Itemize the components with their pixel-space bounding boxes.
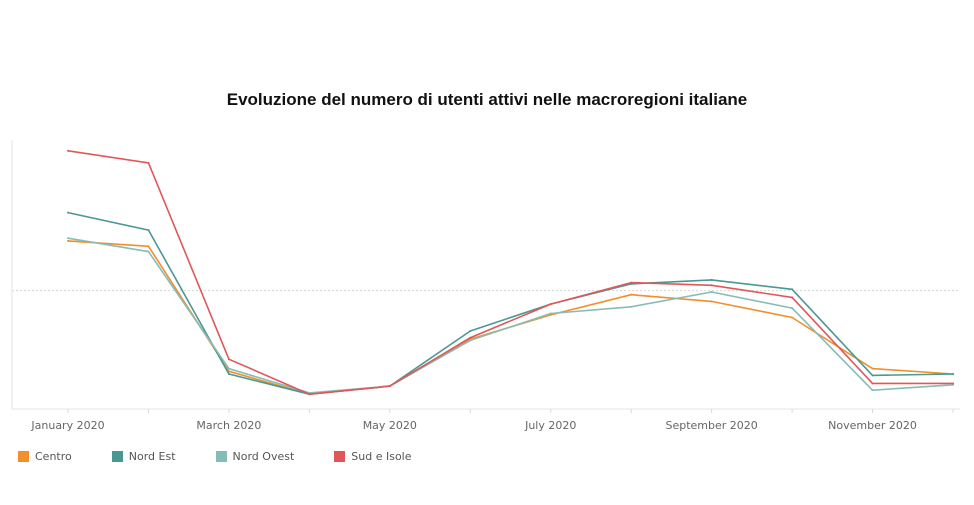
data-point[interactable] — [67, 211, 69, 214]
data-point[interactable] — [67, 239, 69, 242]
series-line[interactable] — [67, 211, 954, 396]
data-point[interactable] — [147, 229, 150, 232]
series-nord-est — [67, 211, 954, 396]
data-point[interactable] — [469, 339, 472, 342]
chart-title: Evoluzione del numero di utenti attivi n… — [226, 90, 748, 109]
legend-swatch — [18, 451, 29, 462]
legend-swatch — [334, 451, 346, 462]
legend-swatch — [111, 451, 123, 462]
legend-item[interactable]: Sud e Isole — [334, 450, 412, 463]
x-tick-label: May 2020 — [363, 419, 417, 432]
x-axis-tick-labels: January 2020 March 2020 May 2020 July 2020 S… — [30, 419, 917, 432]
x-tick-label: September 2020 — [665, 419, 757, 432]
data-point[interactable] — [871, 367, 874, 370]
data-point[interactable] — [227, 373, 230, 376]
data-point[interactable] — [147, 161, 150, 164]
series-nord-ovest — [67, 237, 954, 394]
legend-label: Sud e Isole — [351, 450, 412, 463]
series-lines — [67, 149, 954, 396]
series-sud-e-isole — [67, 149, 954, 396]
data-point[interactable] — [227, 358, 230, 361]
data-point[interactable] — [388, 385, 391, 388]
data-point[interactable] — [630, 305, 633, 308]
data-point[interactable] — [952, 373, 954, 376]
x-tick-label: March 2020 — [196, 419, 261, 432]
data-point[interactable] — [147, 250, 150, 253]
data-point[interactable] — [469, 336, 472, 339]
legend-item[interactable]: Nord Ovest — [215, 450, 295, 463]
data-point[interactable] — [549, 312, 552, 315]
data-point[interactable] — [791, 288, 794, 291]
series-line[interactable] — [67, 237, 954, 394]
data-point[interactable] — [630, 281, 633, 284]
plot-frame — [11, 140, 960, 410]
x-tick-label: July 2020 — [524, 419, 576, 432]
data-point[interactable] — [710, 284, 713, 287]
legend-item[interactable]: Nord Est — [111, 450, 176, 463]
data-point[interactable] — [549, 303, 552, 306]
data-point[interactable] — [710, 290, 713, 293]
x-axis-ticks — [67, 409, 954, 413]
legend-swatch — [215, 451, 227, 462]
data-point[interactable] — [952, 382, 954, 385]
series-line[interactable] — [67, 150, 953, 396]
data-point[interactable] — [67, 237, 69, 240]
data-point[interactable] — [791, 316, 794, 319]
data-point[interactable] — [710, 300, 713, 303]
legend-label: Centro — [35, 450, 72, 463]
data-point[interactable] — [871, 389, 874, 392]
data-point[interactable] — [67, 149, 69, 152]
data-point[interactable] — [791, 307, 794, 310]
data-point[interactable] — [710, 278, 713, 281]
data-point[interactable] — [791, 296, 794, 299]
legend-item[interactable]: Centro — [18, 450, 72, 463]
legend: Centro Nord Est Nord Ovest Sud e Isole — [18, 450, 452, 463]
data-point[interactable] — [871, 382, 874, 385]
x-tick-label: January 2020 — [30, 419, 104, 432]
x-tick-label: November 2020 — [828, 419, 917, 432]
legend-label: Nord Est — [128, 450, 176, 463]
data-point[interactable] — [227, 367, 230, 370]
legend-label: Nord Ovest — [232, 450, 295, 463]
data-point[interactable] — [871, 374, 874, 377]
data-point[interactable] — [147, 245, 150, 248]
data-point[interactable] — [308, 393, 311, 396]
data-point[interactable] — [630, 293, 633, 296]
data-point[interactable] — [469, 329, 472, 332]
